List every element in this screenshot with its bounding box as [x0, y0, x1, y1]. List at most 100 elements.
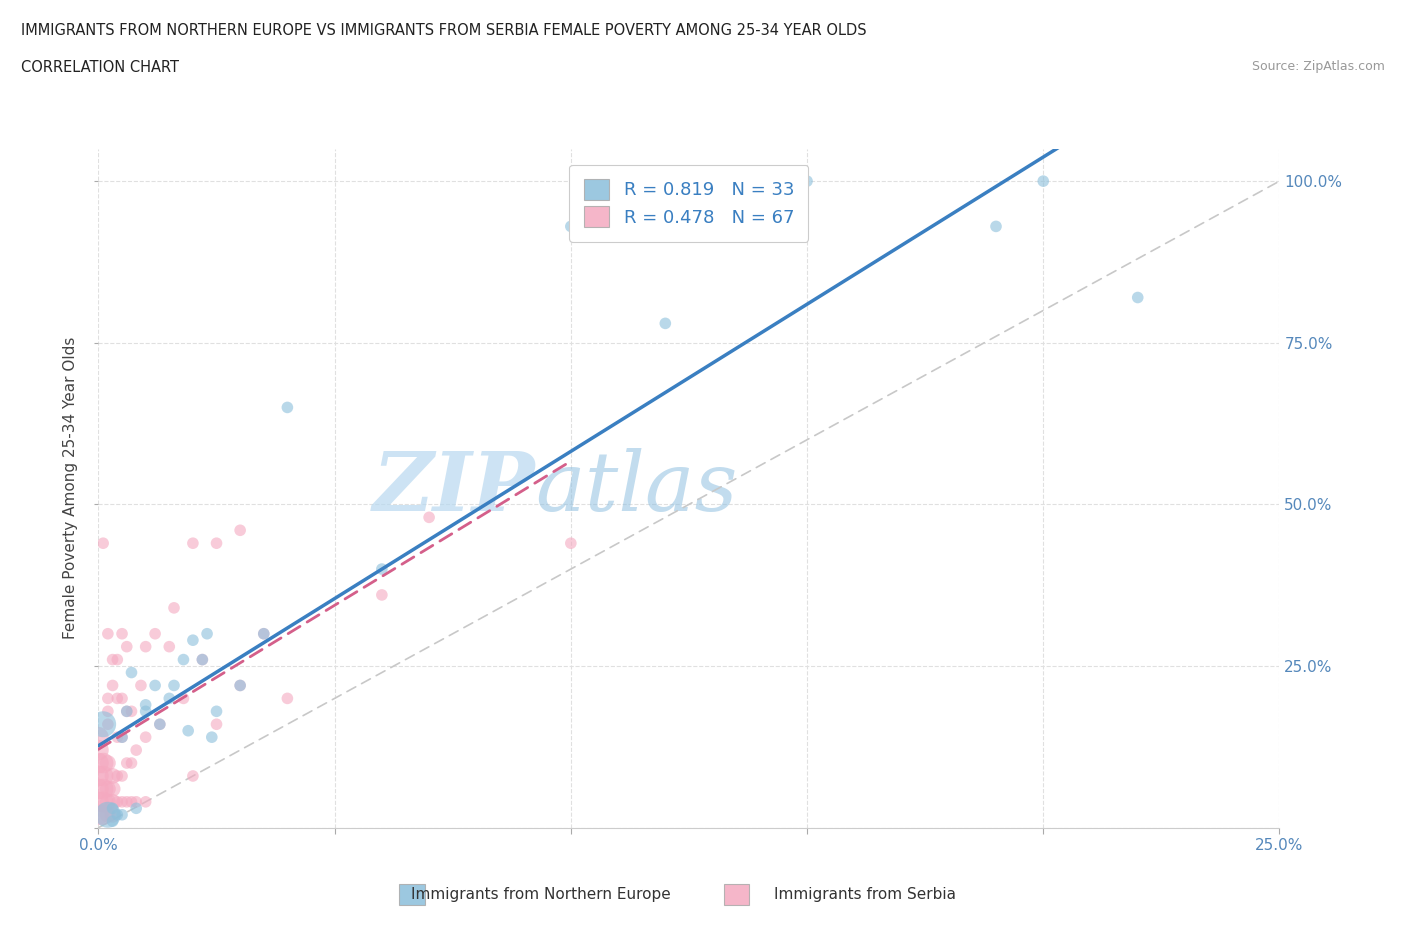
FancyBboxPatch shape	[399, 884, 425, 905]
Point	[149, 717, 172, 732]
Point	[135, 794, 157, 809]
Point	[97, 691, 120, 706]
Point	[135, 639, 157, 654]
Point	[97, 807, 120, 822]
Point	[105, 652, 128, 667]
Point	[229, 523, 252, 538]
Point	[105, 807, 128, 822]
Text: Source: ZipAtlas.com: Source: ZipAtlas.com	[1251, 60, 1385, 73]
Point	[984, 219, 1007, 233]
Point	[101, 801, 124, 816]
Point	[135, 730, 157, 745]
Point	[181, 632, 204, 647]
Point	[105, 768, 128, 783]
Point	[560, 536, 582, 551]
Point	[87, 794, 110, 809]
Point	[121, 665, 143, 680]
Point	[129, 678, 152, 693]
Point	[101, 652, 124, 667]
Point	[143, 626, 166, 641]
Point	[101, 794, 124, 809]
Point	[97, 704, 120, 719]
Point	[135, 704, 157, 719]
Point	[87, 755, 110, 770]
FancyBboxPatch shape	[724, 884, 749, 905]
Point	[121, 755, 143, 770]
Point	[560, 219, 582, 233]
Point	[97, 781, 120, 796]
Point	[105, 730, 128, 745]
Point	[87, 730, 110, 745]
Point	[115, 704, 138, 719]
Point	[253, 626, 276, 641]
Point	[121, 794, 143, 809]
Point	[87, 743, 110, 758]
Point	[87, 781, 110, 796]
Point	[143, 678, 166, 693]
Point	[97, 626, 120, 641]
Point	[91, 717, 114, 732]
Point	[163, 678, 186, 693]
Point	[87, 807, 110, 822]
Point	[101, 678, 124, 693]
Point	[91, 536, 114, 551]
Point	[105, 794, 128, 809]
Point	[91, 755, 114, 770]
Point	[125, 794, 148, 809]
Point	[229, 678, 252, 693]
Point	[177, 724, 200, 738]
Point	[163, 601, 186, 616]
Point	[157, 691, 180, 706]
Point	[115, 704, 138, 719]
Point	[111, 730, 134, 745]
Point	[135, 698, 157, 712]
Point	[97, 717, 120, 732]
Point	[654, 316, 676, 331]
Point	[125, 743, 148, 758]
Text: atlas: atlas	[536, 448, 738, 528]
Point	[121, 704, 143, 719]
Point	[181, 536, 204, 551]
Point	[101, 814, 124, 829]
Point	[91, 807, 114, 822]
Point	[149, 717, 172, 732]
Point	[97, 807, 120, 822]
Point	[371, 588, 394, 603]
Point	[91, 768, 114, 783]
Point	[181, 768, 204, 783]
Point	[111, 626, 134, 641]
Point	[97, 794, 120, 809]
Text: Immigrants from Northern Europe: Immigrants from Northern Europe	[412, 887, 671, 902]
Point	[91, 794, 114, 809]
Point	[201, 730, 224, 745]
Point	[276, 400, 298, 415]
Point	[191, 652, 214, 667]
Point	[195, 626, 218, 641]
Point	[101, 807, 124, 822]
Point	[87, 768, 110, 783]
Point	[1126, 290, 1149, 305]
Text: ZIP: ZIP	[373, 448, 536, 528]
Point	[1032, 174, 1054, 189]
Point	[418, 510, 440, 525]
Point	[205, 704, 228, 719]
Point	[371, 562, 394, 577]
Point	[105, 691, 128, 706]
Point	[172, 652, 194, 667]
Point	[97, 755, 120, 770]
Text: IMMIGRANTS FROM NORTHERN EUROPE VS IMMIGRANTS FROM SERBIA FEMALE POVERTY AMONG 2: IMMIGRANTS FROM NORTHERN EUROPE VS IMMIG…	[21, 23, 866, 38]
Point	[111, 768, 134, 783]
Point	[115, 755, 138, 770]
Legend: R = 0.819   N = 33, R = 0.478   N = 67: R = 0.819 N = 33, R = 0.478 N = 67	[569, 165, 808, 242]
Point	[91, 781, 114, 796]
Point	[205, 536, 228, 551]
Point	[111, 794, 134, 809]
Point	[125, 801, 148, 816]
Point	[253, 626, 276, 641]
Point	[796, 174, 818, 189]
Point	[191, 652, 214, 667]
Point	[229, 678, 252, 693]
Point	[111, 807, 134, 822]
Point	[276, 691, 298, 706]
Point	[157, 639, 180, 654]
